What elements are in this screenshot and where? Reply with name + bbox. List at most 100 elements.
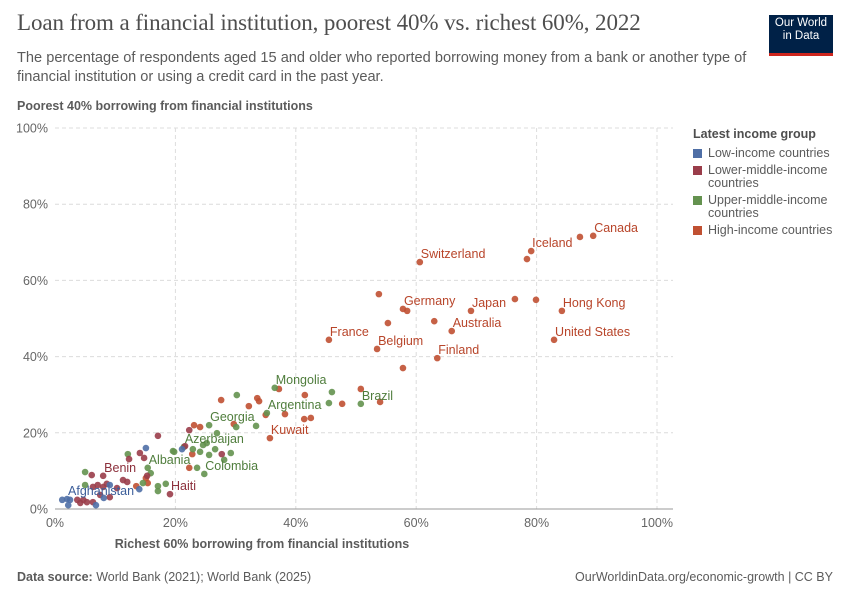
data-point[interactable] — [325, 399, 333, 407]
data-point[interactable] — [196, 423, 204, 431]
data-point[interactable] — [169, 447, 177, 455]
data-point[interactable] — [99, 472, 107, 480]
data-point[interactable] — [205, 421, 213, 429]
data-point[interactable] — [125, 455, 133, 463]
x-tick-label: 40% — [283, 516, 308, 530]
data-point[interactable] — [338, 400, 346, 408]
data-point[interactable] — [200, 470, 208, 478]
data-point[interactable] — [558, 307, 566, 315]
data-point[interactable] — [376, 398, 384, 406]
data-point[interactable] — [203, 439, 211, 447]
data-point[interactable] — [255, 397, 263, 405]
data-point[interactable] — [375, 290, 383, 298]
data-point[interactable] — [227, 449, 235, 457]
data-point[interactable] — [188, 450, 196, 458]
owid-logo[interactable]: Our World in Data — [769, 15, 833, 56]
data-point[interactable] — [245, 402, 253, 410]
data-point[interactable] — [263, 409, 271, 417]
data-point[interactable] — [124, 450, 132, 458]
data-point[interactable] — [142, 444, 150, 452]
data-point[interactable] — [100, 494, 108, 502]
data-point[interactable] — [433, 354, 441, 362]
data-point[interactable] — [213, 429, 221, 437]
data-point[interactable] — [307, 414, 315, 422]
data-point[interactable] — [190, 421, 198, 429]
data-point[interactable] — [232, 423, 240, 431]
data-point[interactable] — [220, 456, 228, 464]
data-point[interactable] — [88, 471, 96, 479]
y-tick-label: 100% — [16, 122, 48, 136]
data-point[interactable] — [218, 450, 226, 458]
data-point[interactable] — [113, 484, 121, 492]
data-point[interactable] — [384, 319, 392, 327]
data-point[interactable] — [135, 485, 143, 493]
data-point[interactable] — [211, 445, 219, 453]
footer-link[interactable]: OurWorldinData.org/economic-growth | CC … — [575, 570, 833, 584]
data-point[interactable] — [189, 445, 197, 453]
data-point[interactable] — [252, 422, 260, 430]
data-point[interactable] — [185, 426, 193, 434]
data-point[interactable] — [143, 472, 151, 480]
data-point[interactable] — [106, 481, 114, 489]
legend-item[interactable]: Lower-middle-income countries — [693, 164, 843, 190]
point-label: Azerbaijan — [185, 432, 244, 446]
data-point[interactable] — [511, 295, 519, 303]
data-point[interactable] — [136, 449, 144, 457]
data-point[interactable] — [266, 434, 274, 442]
tick-labels: 0% 20% 40% 60% 80% 100% 0% 20% 40% 60% 80% 100% — [16, 122, 673, 531]
data-point[interactable] — [139, 479, 147, 487]
data-point[interactable] — [467, 307, 475, 315]
data-point[interactable] — [185, 464, 193, 472]
data-point[interactable] — [79, 496, 87, 504]
data-point[interactable] — [527, 247, 535, 255]
data-point[interactable] — [357, 385, 365, 393]
data-point[interactable] — [430, 317, 438, 325]
data-point[interactable] — [589, 232, 597, 240]
data-point[interactable] — [357, 400, 365, 408]
data-point[interactable] — [217, 396, 225, 404]
data-point[interactable] — [233, 391, 241, 399]
data-point[interactable] — [81, 481, 89, 489]
data-point[interactable] — [106, 493, 114, 501]
data-point[interactable] — [154, 432, 162, 440]
data-point[interactable] — [92, 501, 100, 509]
data-point[interactable] — [64, 501, 72, 509]
y-tick-label: 40% — [23, 350, 48, 364]
data-point[interactable] — [123, 478, 131, 486]
data-point[interactable] — [178, 445, 186, 453]
data-point[interactable] — [140, 454, 148, 462]
data-point[interactable] — [550, 336, 558, 344]
data-point[interactable] — [301, 391, 309, 399]
data-point[interactable] — [193, 464, 201, 472]
data-point[interactable] — [81, 468, 89, 476]
data-point[interactable] — [576, 233, 584, 241]
data-point[interactable] — [448, 327, 456, 335]
data-point[interactable] — [532, 296, 540, 304]
data-point[interactable] — [66, 496, 74, 504]
data-point[interactable] — [162, 480, 170, 488]
data-point[interactable] — [166, 490, 174, 498]
data-point[interactable] — [416, 258, 424, 266]
data-point[interactable] — [373, 345, 381, 353]
data-point[interactable] — [403, 307, 411, 315]
data-point[interactable] — [328, 388, 336, 396]
data-point[interactable] — [196, 448, 204, 456]
point-label: Georgia — [210, 410, 255, 424]
data-point[interactable] — [144, 479, 152, 487]
data-point[interactable] — [94, 481, 102, 489]
data-point[interactable] — [281, 410, 289, 418]
data-point[interactable] — [144, 464, 152, 472]
data-point[interactable] — [205, 451, 213, 459]
legend-item[interactable]: High-income countries — [693, 224, 843, 237]
data-point[interactable] — [154, 482, 162, 490]
legend-item[interactable]: Upper-middle-income countries — [693, 194, 843, 220]
data-point[interactable] — [154, 487, 162, 495]
legend-item[interactable]: Low-income countries — [693, 147, 843, 160]
data-point[interactable] — [399, 364, 407, 372]
data-point[interactable] — [58, 496, 66, 504]
data-point[interactable] — [523, 255, 531, 263]
data-point[interactable] — [325, 336, 333, 344]
data-point[interactable] — [300, 415, 308, 423]
data-point[interactable] — [271, 384, 279, 392]
